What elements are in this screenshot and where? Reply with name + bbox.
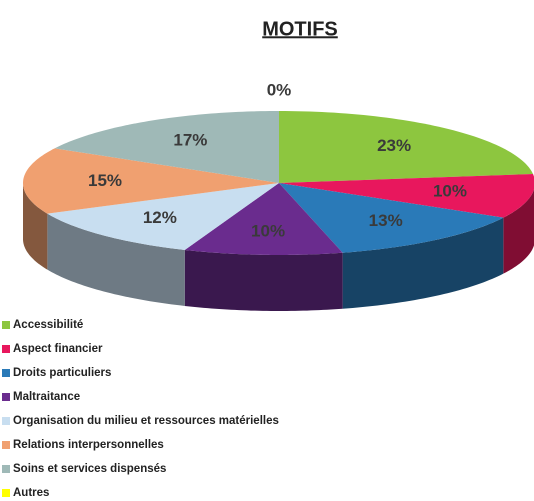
legend-swatch	[2, 321, 10, 329]
legend-label: Relations interpersonnelles	[13, 439, 164, 451]
pie-slice	[184, 183, 343, 255]
legend-swatch	[2, 489, 10, 497]
legend-label: Organisation du milieu et ressources mat…	[13, 415, 279, 427]
chart-title: MOTIFS	[262, 18, 338, 40]
legend-swatch	[2, 441, 10, 449]
pie-slice	[47, 183, 279, 250]
data-label: 23%	[377, 136, 411, 155]
data-label: 0%	[267, 80, 292, 99]
pie-side	[23, 183, 48, 270]
legend-swatch	[2, 393, 10, 401]
pie-side	[342, 217, 504, 309]
legend-label: Soins et services dispensés	[13, 463, 166, 475]
data-label: 10%	[433, 182, 467, 201]
pie-slice	[279, 111, 533, 183]
pie-slice	[279, 173, 534, 218]
pie-side	[503, 189, 534, 274]
data-label: 13%	[369, 211, 403, 230]
pie-slice	[54, 111, 279, 183]
legend-label: Autres	[13, 487, 49, 499]
data-label: 17%	[173, 130, 207, 149]
legend-swatch	[2, 345, 10, 353]
legend-label: Accessibilité	[13, 319, 83, 331]
legend-label: Maltraitance	[13, 391, 80, 403]
legend-swatch	[2, 465, 10, 473]
pie-slice	[23, 148, 279, 214]
pie-side	[184, 249, 343, 311]
pie-slice	[279, 183, 504, 253]
legend-label: Aspect financier	[13, 343, 103, 355]
legend-swatch	[2, 369, 10, 377]
legend-swatch	[2, 417, 10, 425]
pie-side	[47, 213, 185, 306]
data-label: 10%	[251, 221, 285, 240]
data-label: 15%	[88, 171, 122, 190]
data-label: 12%	[143, 208, 177, 227]
legend-label: Droits particuliers	[13, 367, 111, 379]
